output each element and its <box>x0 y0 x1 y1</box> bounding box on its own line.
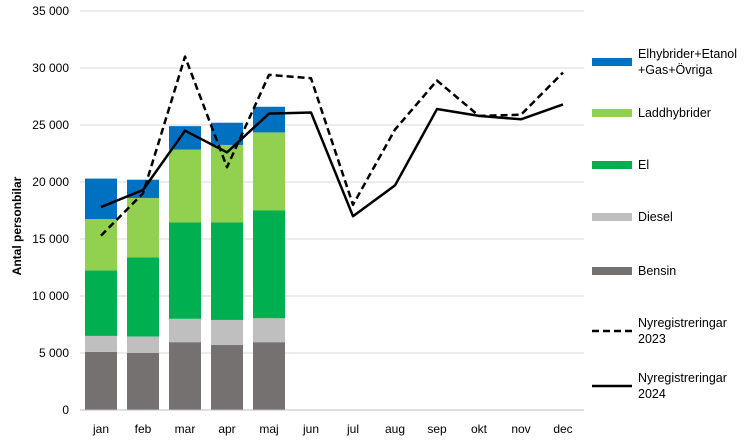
legend-swatch <box>592 267 632 275</box>
legend-swatch <box>592 58 632 66</box>
bar-segment <box>253 342 285 410</box>
legend-label: 2024 <box>638 387 666 401</box>
legend-label: Laddhybrider <box>638 106 711 120</box>
x-tick-label: jul <box>346 422 359 436</box>
y-tick-label: 0 <box>62 403 69 417</box>
bar-segment <box>127 353 159 410</box>
legend-swatch <box>592 109 632 117</box>
legend: Elhybrider+Etanol +Gas+Övriga Laddhybrider… <box>592 47 737 401</box>
legend-label: Bensin <box>638 264 676 278</box>
bar-segment <box>211 319 243 346</box>
x-tick-label: jan <box>92 422 109 436</box>
bar-segment <box>253 106 285 133</box>
y-tick-label: 35 000 <box>32 4 69 18</box>
x-tick-label: aug <box>385 422 405 436</box>
y-tick-label: 25 000 <box>32 118 69 132</box>
x-tick-label: nov <box>511 422 530 436</box>
bar-segment <box>127 257 159 337</box>
legend-label: Elhybrider+Etanol <box>638 47 737 61</box>
legend-label: Nyregistreringar <box>638 316 727 330</box>
x-tick-label: maj <box>259 422 278 436</box>
bar-segment <box>211 144 243 223</box>
series-line <box>100 103 564 218</box>
y-tick-label: 5 000 <box>39 346 69 360</box>
bar-segment <box>85 335 117 352</box>
legend-label: Nyregistreringar <box>638 371 727 385</box>
legend-swatch <box>592 161 632 169</box>
bar-segment <box>127 197 159 258</box>
legend-swatch <box>592 213 632 221</box>
y-tick-label: 15 000 <box>32 232 69 246</box>
bar-segment <box>169 342 201 410</box>
y-tick-label: 10 000 <box>32 289 69 303</box>
series-line <box>100 55 564 237</box>
x-tick-label: sep <box>427 422 447 436</box>
bar-segment <box>169 149 201 223</box>
x-tick-label: dec <box>553 422 572 436</box>
legend-label: Diesel <box>638 210 673 224</box>
bar-segment <box>85 219 117 271</box>
y-axis-title: Antal personbilar <box>10 176 24 275</box>
y-axis-ticks: 0 5 000 10 000 15 000 20 000 25 000 30 000 35 0… <box>32 4 69 417</box>
bar-segment <box>211 222 243 320</box>
legend-label: 2023 <box>638 332 666 346</box>
x-tick-label: okt <box>471 422 488 436</box>
x-axis-ticks: jan feb mar apr maj jun jul aug sep okt nov dec <box>92 422 573 436</box>
x-tick-label: feb <box>135 422 152 436</box>
bar-segment <box>253 132 285 211</box>
stacked-bars <box>85 106 285 410</box>
bar-segment <box>211 345 243 410</box>
bar-segment <box>127 336 159 353</box>
line-series <box>100 55 564 237</box>
bar-segment <box>85 178 117 220</box>
bar-segment <box>169 222 201 319</box>
y-tick-label: 20 000 <box>32 175 69 189</box>
bar-segment <box>211 122 243 145</box>
bar-segment <box>85 270 117 336</box>
legend-label: +Gas+Övriga <box>638 63 712 77</box>
legend-label: El <box>638 158 649 172</box>
x-tick-label: mar <box>175 422 196 436</box>
bar-segment <box>253 318 285 343</box>
y-tick-label: 30 000 <box>32 61 69 75</box>
bar-segment <box>169 318 201 343</box>
x-tick-label: jun <box>302 422 319 436</box>
bar-segment <box>253 210 285 319</box>
x-tick-label: apr <box>218 422 235 436</box>
grid-lines <box>80 10 584 354</box>
bar-segment <box>85 351 117 410</box>
